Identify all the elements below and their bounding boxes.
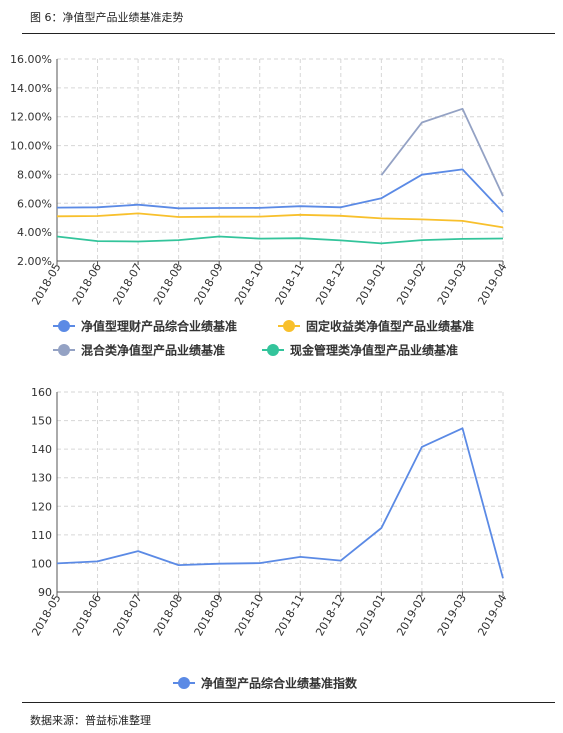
series-line-1 — [56, 168, 504, 213]
legend-label: 混合类净值型产品业绩基准 — [81, 343, 225, 358]
figure-title: 图 6：净值型产品业绩基准走势 — [30, 11, 184, 24]
y-tick-label: 2.00% — [17, 255, 52, 268]
y-tick-label: 16.00% — [10, 53, 52, 66]
x-tick-label: 2018-08 — [151, 261, 185, 307]
chart-1: 2.00% 4.00% 6.00% 8.00% 10.00% 12.00% 14.00% 16… — [10, 53, 510, 358]
x-tick-label: 2018-09 — [192, 592, 226, 638]
x-tick-label: 2018-06 — [70, 592, 104, 638]
x-tick-label: 2019-02 — [394, 592, 428, 638]
x-tick-label: 2019-02 — [394, 261, 428, 307]
x-tick-label: 2018-11 — [273, 592, 307, 638]
x-tick-label: 2019-04 — [475, 592, 509, 638]
bottom-rule — [22, 702, 555, 703]
x-tick-label: 2018-11 — [273, 261, 307, 307]
top-rule — [22, 33, 555, 34]
legend-label: 净值型产品综合业绩基准指数 — [201, 676, 358, 691]
legend-item-2: 固定收益类净值型产品业绩基准 — [278, 319, 474, 334]
legend-label: 固定收益类净值型产品业绩基准 — [306, 319, 474, 334]
x-tick-label: 2019-03 — [435, 592, 469, 638]
legend-item-1: 净值型产品综合业绩基准指数 — [173, 676, 358, 691]
x-tick-label: 2018-12 — [313, 592, 347, 638]
x-tick-label: 2018-06 — [70, 261, 104, 307]
y-tick-label: 4.00% — [17, 226, 52, 239]
x-tick-label: 2018-07 — [110, 592, 144, 638]
x-tick-label: 2018-09 — [192, 261, 226, 307]
x-tick-label: 2019-03 — [435, 261, 469, 307]
x-tick-label: 2019-01 — [354, 261, 388, 307]
series-line-3 — [380, 107, 504, 197]
y-tick-label: 110 — [31, 529, 52, 542]
legend-item-4: 现金管理类净值型产品业绩基准 — [262, 343, 458, 358]
legend-label: 现金管理类净值型产品业绩基准 — [290, 343, 458, 358]
legend-marker — [267, 344, 279, 356]
series-line-2 — [56, 212, 504, 229]
y-tick-label: 160 — [31, 386, 52, 399]
x-tick-label: 2018-10 — [232, 261, 266, 307]
legend-marker — [178, 677, 190, 689]
y-tick-label: 140 — [31, 443, 52, 456]
y-tick-label: 10.00% — [10, 140, 52, 153]
source-note: 数据来源：普益标准整理 — [30, 714, 151, 727]
y-tick-label: 8.00% — [17, 168, 52, 181]
y-tick-label: 90 — [38, 586, 52, 599]
legend-label: 净值型理财产品综合业绩基准 — [81, 319, 237, 334]
y-tick-label: 100 — [31, 557, 52, 570]
x-tick-label: 2019-01 — [354, 592, 388, 638]
series-line-4 — [56, 235, 504, 245]
x-tick-label: 2018-07 — [110, 261, 144, 307]
y-tick-label: 14.00% — [10, 82, 52, 95]
legend-item-3: 混合类净值型产品业绩基准 — [53, 343, 225, 358]
y-tick-label: 6.00% — [17, 197, 52, 210]
series-line-1 — [56, 427, 504, 579]
y-tick-label: 130 — [31, 472, 52, 485]
y-tick-label: 120 — [31, 500, 52, 513]
x-tick-label: 2019-04 — [475, 261, 509, 307]
y-tick-label: 150 — [31, 415, 52, 428]
y-tick-label: 12.00% — [10, 111, 52, 124]
legend-marker — [58, 344, 70, 356]
legend-marker — [283, 320, 295, 332]
x-tick-label: 2018-08 — [151, 592, 185, 638]
legend-marker — [58, 320, 70, 332]
legend-item-1: 净值型理财产品综合业绩基准 — [53, 319, 237, 334]
x-tick-label: 2018-10 — [232, 592, 266, 638]
x-tick-label: 2018-12 — [313, 261, 347, 307]
